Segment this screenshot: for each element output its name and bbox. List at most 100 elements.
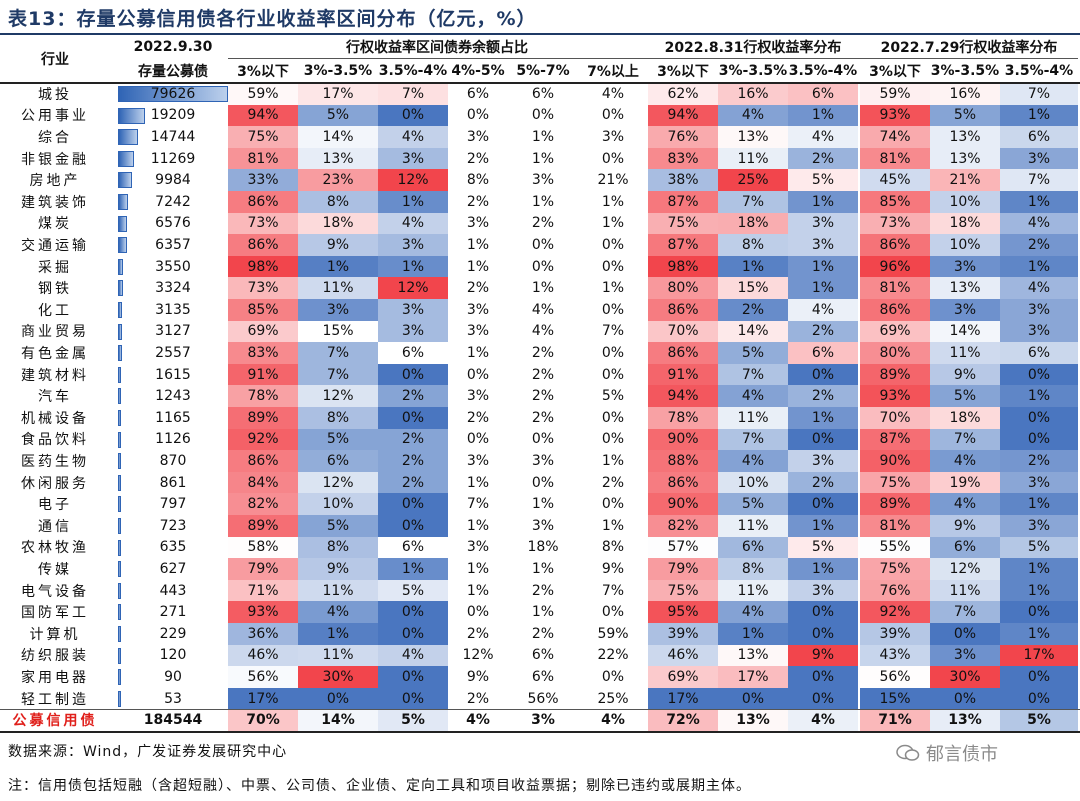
pct-cell: 2% <box>718 299 788 321</box>
header-range-6: 7%以上 <box>587 64 639 80</box>
pct-cell: 22% <box>597 647 629 664</box>
industry-cell: 农林牧渔 <box>21 540 89 557</box>
pct-cell: 8% <box>718 234 788 256</box>
pct-cell: 1% <box>466 517 490 534</box>
pct-cell: 0% <box>601 668 625 685</box>
pct-cell: 0% <box>788 493 858 515</box>
pct-cell: 9% <box>788 644 858 667</box>
industry-cell: 城投 <box>38 86 72 103</box>
pct-cell: 1% <box>788 255 858 278</box>
pct-cell: 3% <box>531 172 555 189</box>
pct-cell: 4% <box>718 601 788 623</box>
pct-cell: 5% <box>718 342 788 364</box>
pct-cell: 89% <box>860 363 930 386</box>
pct-cell: 0% <box>531 107 555 124</box>
pct-cell: 4% <box>1000 212 1078 235</box>
pct-cell: 87% <box>648 234 718 256</box>
pct-cell: 14% <box>930 320 1000 343</box>
stock-bar <box>118 453 121 470</box>
pct-cell: 0% <box>531 236 555 253</box>
pct-cell: 0% <box>378 104 448 127</box>
industry-cell: 建筑装饰 <box>21 194 89 211</box>
pct-cell: 4% <box>788 126 858 148</box>
pct-cell: 39% <box>860 623 930 645</box>
pct-cell: 0% <box>466 366 490 383</box>
stock-bar <box>118 561 121 578</box>
pct-cell: 5% <box>788 169 858 191</box>
pct-cell: 1% <box>601 215 625 232</box>
pct-cell: 12% <box>930 558 1000 580</box>
watermark: 郁言债市 <box>896 740 998 766</box>
pct-cell: 3% <box>531 712 555 729</box>
pct-cell: 5% <box>788 536 858 559</box>
industry-cell: 煤炭 <box>38 216 72 233</box>
pct-cell: 73% <box>228 277 298 299</box>
pct-cell: 3% <box>531 517 555 534</box>
stock-bar <box>118 626 121 642</box>
pct-cell: 1% <box>1000 385 1078 407</box>
pct-cell: 3% <box>378 320 448 343</box>
pct-cell: 2% <box>601 474 625 491</box>
pct-cell: 10% <box>718 471 788 494</box>
pct-cell: 79% <box>648 558 718 580</box>
pct-cell: 88% <box>648 450 718 472</box>
pct-cell: 94% <box>648 104 718 127</box>
pct-cell: 4% <box>930 493 1000 515</box>
stock-bar <box>118 604 121 621</box>
pct-cell: 89% <box>228 407 298 429</box>
pct-cell: 10% <box>930 191 1000 213</box>
pct-cell: 12% <box>298 471 378 494</box>
pct-cell: 7% <box>466 496 490 513</box>
pct-cell: 78% <box>648 407 718 429</box>
pct-cell: 5% <box>298 104 378 127</box>
pct-cell: 6% <box>718 536 788 559</box>
pct-cell: 2% <box>788 385 858 407</box>
stock-bar <box>118 474 121 491</box>
pct-cell: 8% <box>601 539 625 556</box>
pct-cell: 75% <box>648 579 718 602</box>
pct-cell: 3% <box>378 299 448 321</box>
pct-cell: 11% <box>298 579 378 602</box>
pct-cell: 1% <box>601 517 625 534</box>
pct-cell: 1% <box>378 558 448 580</box>
stock-value-cell: 184544 <box>143 712 203 729</box>
stock-bar <box>118 690 121 707</box>
pct-cell: 0% <box>930 687 1000 710</box>
pct-cell: 2% <box>466 193 490 210</box>
industry-cell: 机械设备 <box>21 410 89 427</box>
industry-cell: 综合 <box>38 129 72 146</box>
stock-bar <box>118 215 127 232</box>
pct-cell: 6% <box>788 342 858 364</box>
pct-cell: 13% <box>718 126 788 148</box>
pct-cell: 5% <box>930 104 1000 127</box>
pct-cell: 0% <box>601 409 625 426</box>
pct-cell: 9% <box>298 558 378 580</box>
pct-cell: 5% <box>298 428 378 451</box>
pct-cell: 98% <box>228 255 298 278</box>
stock-value-cell: 79626 <box>150 85 196 102</box>
header-range-2: 3%-3.5% <box>303 63 373 79</box>
pct-cell: 85% <box>228 299 298 321</box>
pct-cell: 87% <box>860 428 930 451</box>
pct-cell: 7% <box>1000 83 1078 105</box>
pct-cell: 4% <box>378 126 448 148</box>
pct-cell: 18% <box>718 212 788 235</box>
pct-cell: 2% <box>531 409 555 426</box>
pct-cell: 1% <box>1000 558 1078 580</box>
pct-cell: 1% <box>718 623 788 645</box>
pct-cell: 43% <box>860 644 930 667</box>
pct-cell: 1% <box>298 623 378 645</box>
stock-bar <box>118 129 138 146</box>
pct-cell: 6% <box>531 85 555 102</box>
pct-cell: 15% <box>860 687 930 710</box>
pct-cell: 83% <box>648 147 718 170</box>
pct-cell: 89% <box>228 515 298 537</box>
pct-cell: 0% <box>1000 407 1078 429</box>
stock-bar <box>118 496 121 513</box>
industry-cell: 国防军工 <box>21 605 89 622</box>
stock-bar <box>118 150 134 167</box>
stock-bar <box>118 366 121 383</box>
table-rule <box>0 82 1080 84</box>
pct-cell: 70% <box>648 320 718 343</box>
pct-cell: 1% <box>531 604 555 621</box>
